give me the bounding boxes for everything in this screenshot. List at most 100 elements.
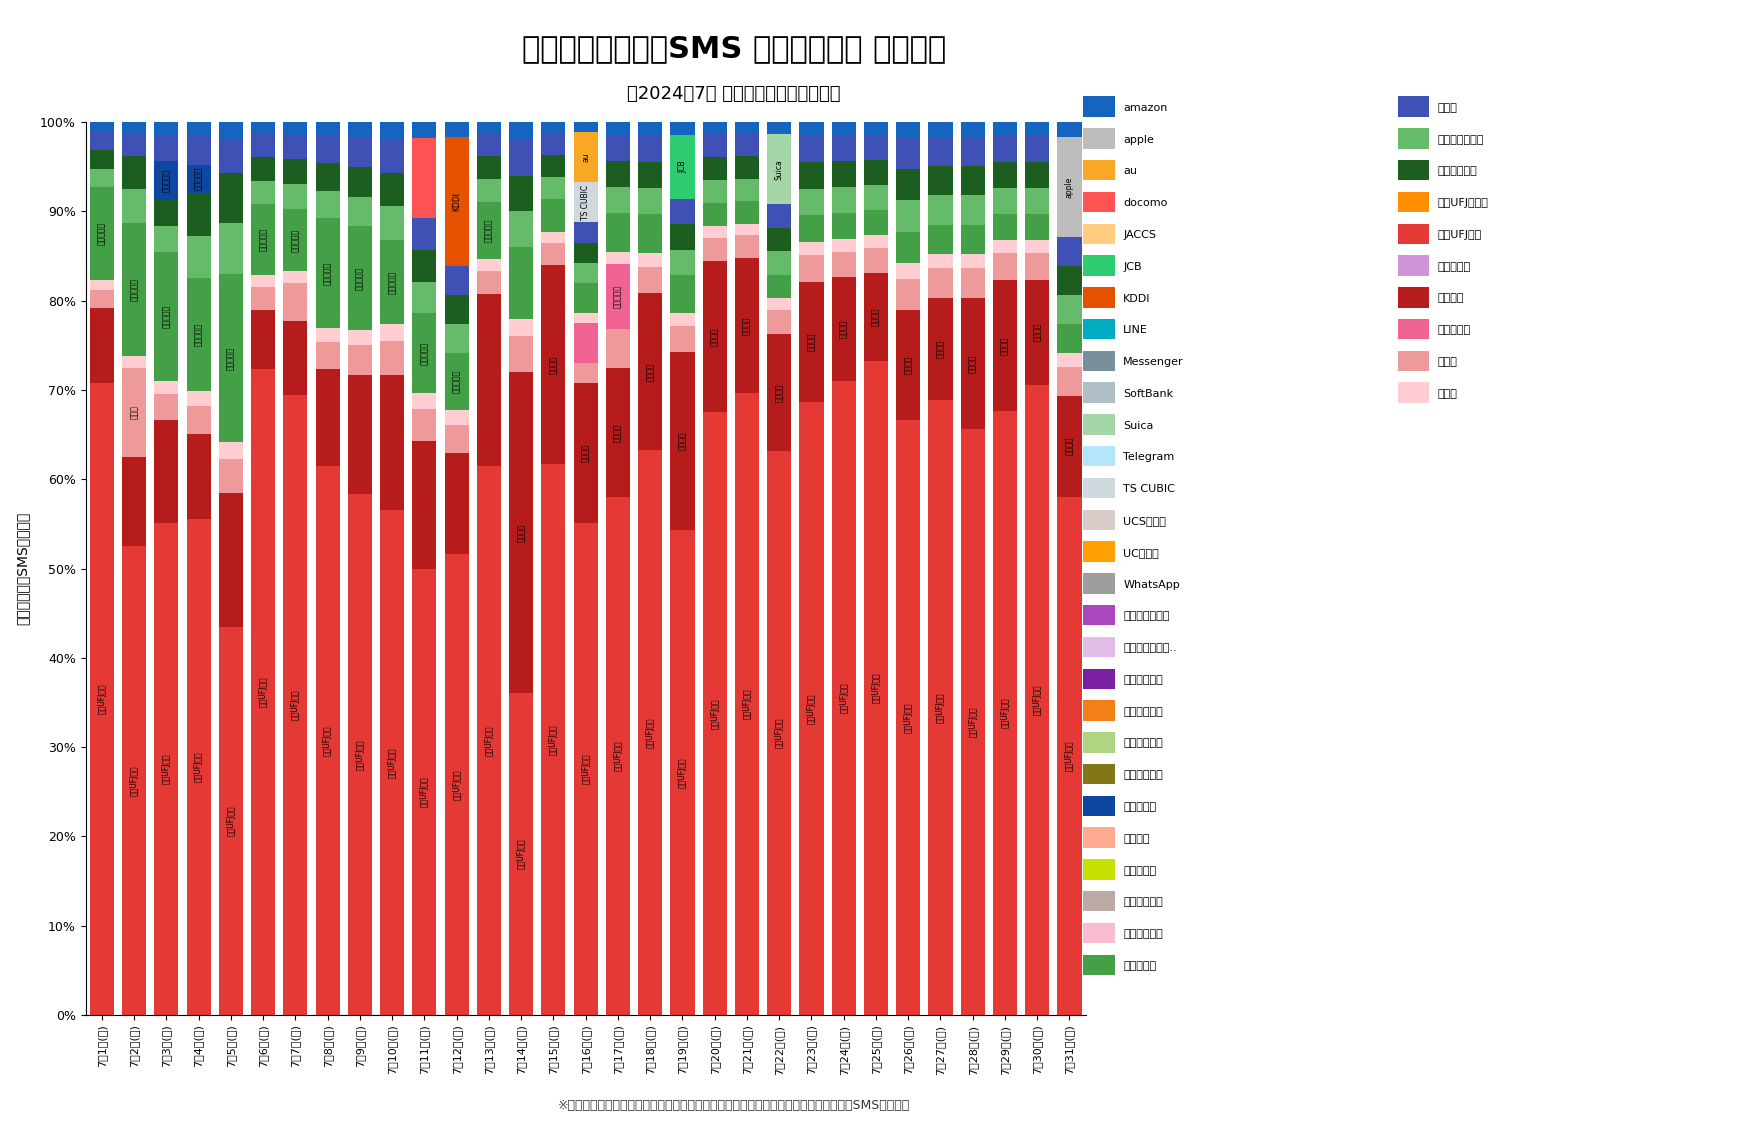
Text: 三菱UFJ銀行: 三菱UFJ銀行 (98, 683, 107, 714)
Bar (218, 459, 243, 493)
Text: 東京電力: 東京電力 (646, 362, 655, 381)
Bar (735, 258, 758, 394)
Bar (961, 297, 985, 429)
Bar (928, 166, 952, 195)
Text: 東京電力: 東京電力 (517, 523, 526, 543)
Bar (638, 451, 662, 1015)
Text: みずほ銀行: みずほ銀行 (162, 169, 171, 192)
Bar (218, 274, 243, 443)
Bar (542, 155, 566, 177)
Bar (992, 135, 1017, 161)
Text: みずほ銀行: みずほ銀行 (1123, 802, 1157, 812)
Bar (800, 188, 823, 216)
Text: 三菱UFJ銀行: 三菱UFJ銀行 (323, 725, 332, 756)
Bar (477, 179, 501, 202)
Bar (154, 200, 178, 226)
Bar (896, 232, 921, 263)
Bar (89, 150, 114, 169)
Text: 三菱UFJ銀行: 三菱UFJ銀行 (839, 682, 849, 713)
Bar (928, 269, 952, 297)
Bar (1025, 385, 1050, 1015)
Text: 三菱UFJ銀行: 三菱UFJ銀行 (872, 673, 880, 704)
Text: 東京電力: 東京電力 (742, 317, 751, 335)
Bar (606, 123, 631, 135)
Bar (671, 123, 695, 135)
Text: JCB: JCB (1123, 262, 1143, 271)
Bar (89, 280, 114, 289)
Bar (863, 361, 887, 1015)
Bar (187, 193, 211, 235)
Bar (218, 224, 243, 274)
Bar (832, 135, 856, 161)
Bar (896, 169, 921, 201)
Bar (767, 451, 791, 1015)
Bar (832, 381, 856, 1015)
Bar (1025, 215, 1050, 241)
Bar (638, 215, 662, 253)
Bar (444, 123, 468, 136)
Bar (381, 173, 404, 207)
Bar (800, 123, 823, 135)
Bar (638, 135, 662, 161)
Bar (863, 160, 887, 185)
Bar (767, 334, 791, 451)
Text: 東京電力: 東京電力 (774, 384, 784, 402)
Bar (444, 266, 468, 295)
Text: 三菱UFJ銀行: 三菱UFJ銀行 (452, 770, 461, 800)
Text: 三菱UFJ銀行: 三菱UFJ銀行 (678, 757, 687, 788)
Bar (122, 546, 147, 1015)
Text: amazon: amazon (1123, 103, 1167, 112)
Bar (252, 310, 276, 369)
Bar (381, 138, 404, 173)
Bar (122, 190, 147, 222)
Bar (283, 320, 307, 395)
Bar (767, 134, 791, 204)
Bar (316, 342, 339, 369)
Text: 東京電力: 東京電力 (1032, 323, 1041, 342)
Bar (702, 412, 727, 1015)
Text: 三井住友銀行: 三井住友銀行 (1438, 167, 1478, 176)
Bar (606, 135, 631, 161)
Bar (412, 138, 437, 218)
Text: 三菱UFJ銀行: 三菱UFJ銀行 (484, 725, 493, 756)
Bar (542, 243, 566, 266)
Bar (928, 225, 952, 254)
Bar (252, 158, 276, 180)
Text: みずほ銀行: みずほ銀行 (194, 167, 203, 191)
Text: 東京電力: 東京電力 (1066, 437, 1074, 455)
Bar (896, 310, 921, 420)
Text: ※特定のブランド名を記載しない宅配便不在通知など、文面にブランド名の記載がないSMSを除く。: ※特定のブランド名を記載しない宅配便不在通知など、文面にブランド名の記載がないS… (557, 1100, 910, 1112)
Bar (671, 326, 695, 352)
Bar (542, 233, 566, 243)
Bar (122, 123, 147, 133)
Text: 三菱UFJ銀行: 三菱UFJ銀行 (388, 747, 397, 777)
Bar (735, 155, 758, 178)
Text: UCSカード: UCSカード (1123, 516, 1167, 526)
Text: りそな銀行: りそな銀行 (388, 270, 397, 294)
Bar (187, 165, 211, 193)
Text: 三井住友カード: 三井住友カード (1438, 135, 1485, 144)
Text: 東京電力: 東京電力 (613, 423, 622, 442)
Bar (348, 196, 372, 226)
Text: りそな銀行: りそな銀行 (1123, 961, 1157, 970)
Bar (702, 123, 727, 134)
Bar (316, 328, 339, 342)
Bar (671, 352, 695, 530)
Bar (412, 250, 437, 281)
Bar (154, 523, 178, 1015)
Bar (1057, 367, 1081, 396)
Bar (154, 394, 178, 420)
Bar (573, 262, 597, 283)
Text: 東京電力: 東京電力 (1438, 294, 1464, 303)
Bar (961, 137, 985, 166)
Bar (508, 176, 533, 211)
Bar (702, 238, 727, 261)
Bar (444, 453, 468, 554)
Text: 三菱UFJ銀行: 三菱UFJ銀行 (162, 754, 171, 784)
Bar (767, 123, 791, 134)
Bar (187, 278, 211, 392)
Bar (477, 260, 501, 271)
Bar (412, 123, 437, 138)
Bar (508, 319, 533, 336)
Text: りそな銀行: りそな銀行 (194, 323, 203, 346)
